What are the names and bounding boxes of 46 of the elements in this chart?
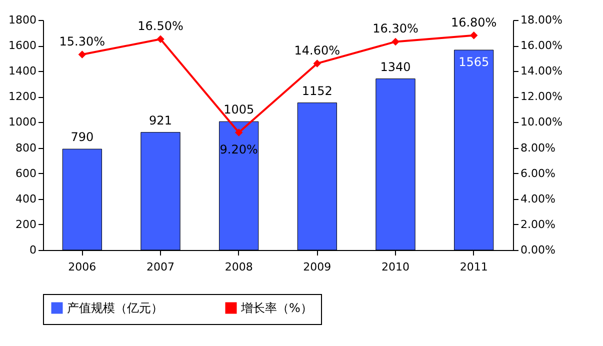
point xyxy=(78,50,86,58)
y2-tick-label: 16.00% xyxy=(520,39,562,52)
y2-tick-label: 10.00% xyxy=(520,116,562,129)
y2-tick-label: 14.00% xyxy=(520,64,562,78)
point xyxy=(234,128,243,136)
data-label: 15.30% xyxy=(59,34,106,48)
x-tick-label: 2011 xyxy=(460,260,488,274)
y2-tick-label: 6.00% xyxy=(520,166,556,180)
data-label: 16.50% xyxy=(138,19,184,34)
y-tick-label: 0 xyxy=(30,244,36,256)
legend-label: 产值规模（亿元） xyxy=(67,301,163,315)
y-tick-label: 200 xyxy=(16,218,36,231)
point xyxy=(392,38,400,46)
y-tick-label: 800 xyxy=(16,141,36,154)
point xyxy=(470,31,478,40)
y-tick-label: 1200 xyxy=(8,90,36,104)
y-tick-label: 600 xyxy=(16,166,36,180)
data-label: 1152 xyxy=(302,84,332,98)
y2-tick-label: 0.00% xyxy=(520,244,556,256)
data-label: 921 xyxy=(149,113,172,128)
y2-tick-label: 12.00% xyxy=(520,90,562,104)
y-tick-label: 400 xyxy=(16,192,36,206)
y2-tick-label: 2.00% xyxy=(520,218,556,231)
data-label: 14.60% xyxy=(294,43,340,58)
data-label: 1340 xyxy=(380,60,411,74)
data-label: 1005 xyxy=(224,102,254,117)
y2-tick-label: 8.00% xyxy=(520,141,556,154)
data-label: 9.20% xyxy=(220,142,258,156)
x-tick-label: 2007 xyxy=(146,260,174,274)
y2-tick-label: 18.00% xyxy=(520,14,562,26)
data-label: 16.80% xyxy=(450,15,497,30)
data-label: 790 xyxy=(70,130,94,144)
legend-label: 增长率（%） xyxy=(240,301,312,315)
y-tick-label: 1800 xyxy=(8,14,36,26)
data-label: 1565 xyxy=(458,55,490,70)
point xyxy=(313,60,322,68)
data-label: 16.30% xyxy=(372,22,418,36)
y-tick-label: 1000 xyxy=(8,116,36,129)
y2-tick-label: 4.00% xyxy=(520,192,556,206)
y-tick-label: 1600 xyxy=(8,39,36,52)
y-tick-label: 1400 xyxy=(8,64,36,78)
x-tick-label: 2008 xyxy=(224,260,253,274)
x-tick-label: 2006 xyxy=(68,260,96,274)
x-tick-label: 2009 xyxy=(303,260,332,274)
point xyxy=(156,35,164,44)
x-tick-label: 2010 xyxy=(382,260,410,274)
